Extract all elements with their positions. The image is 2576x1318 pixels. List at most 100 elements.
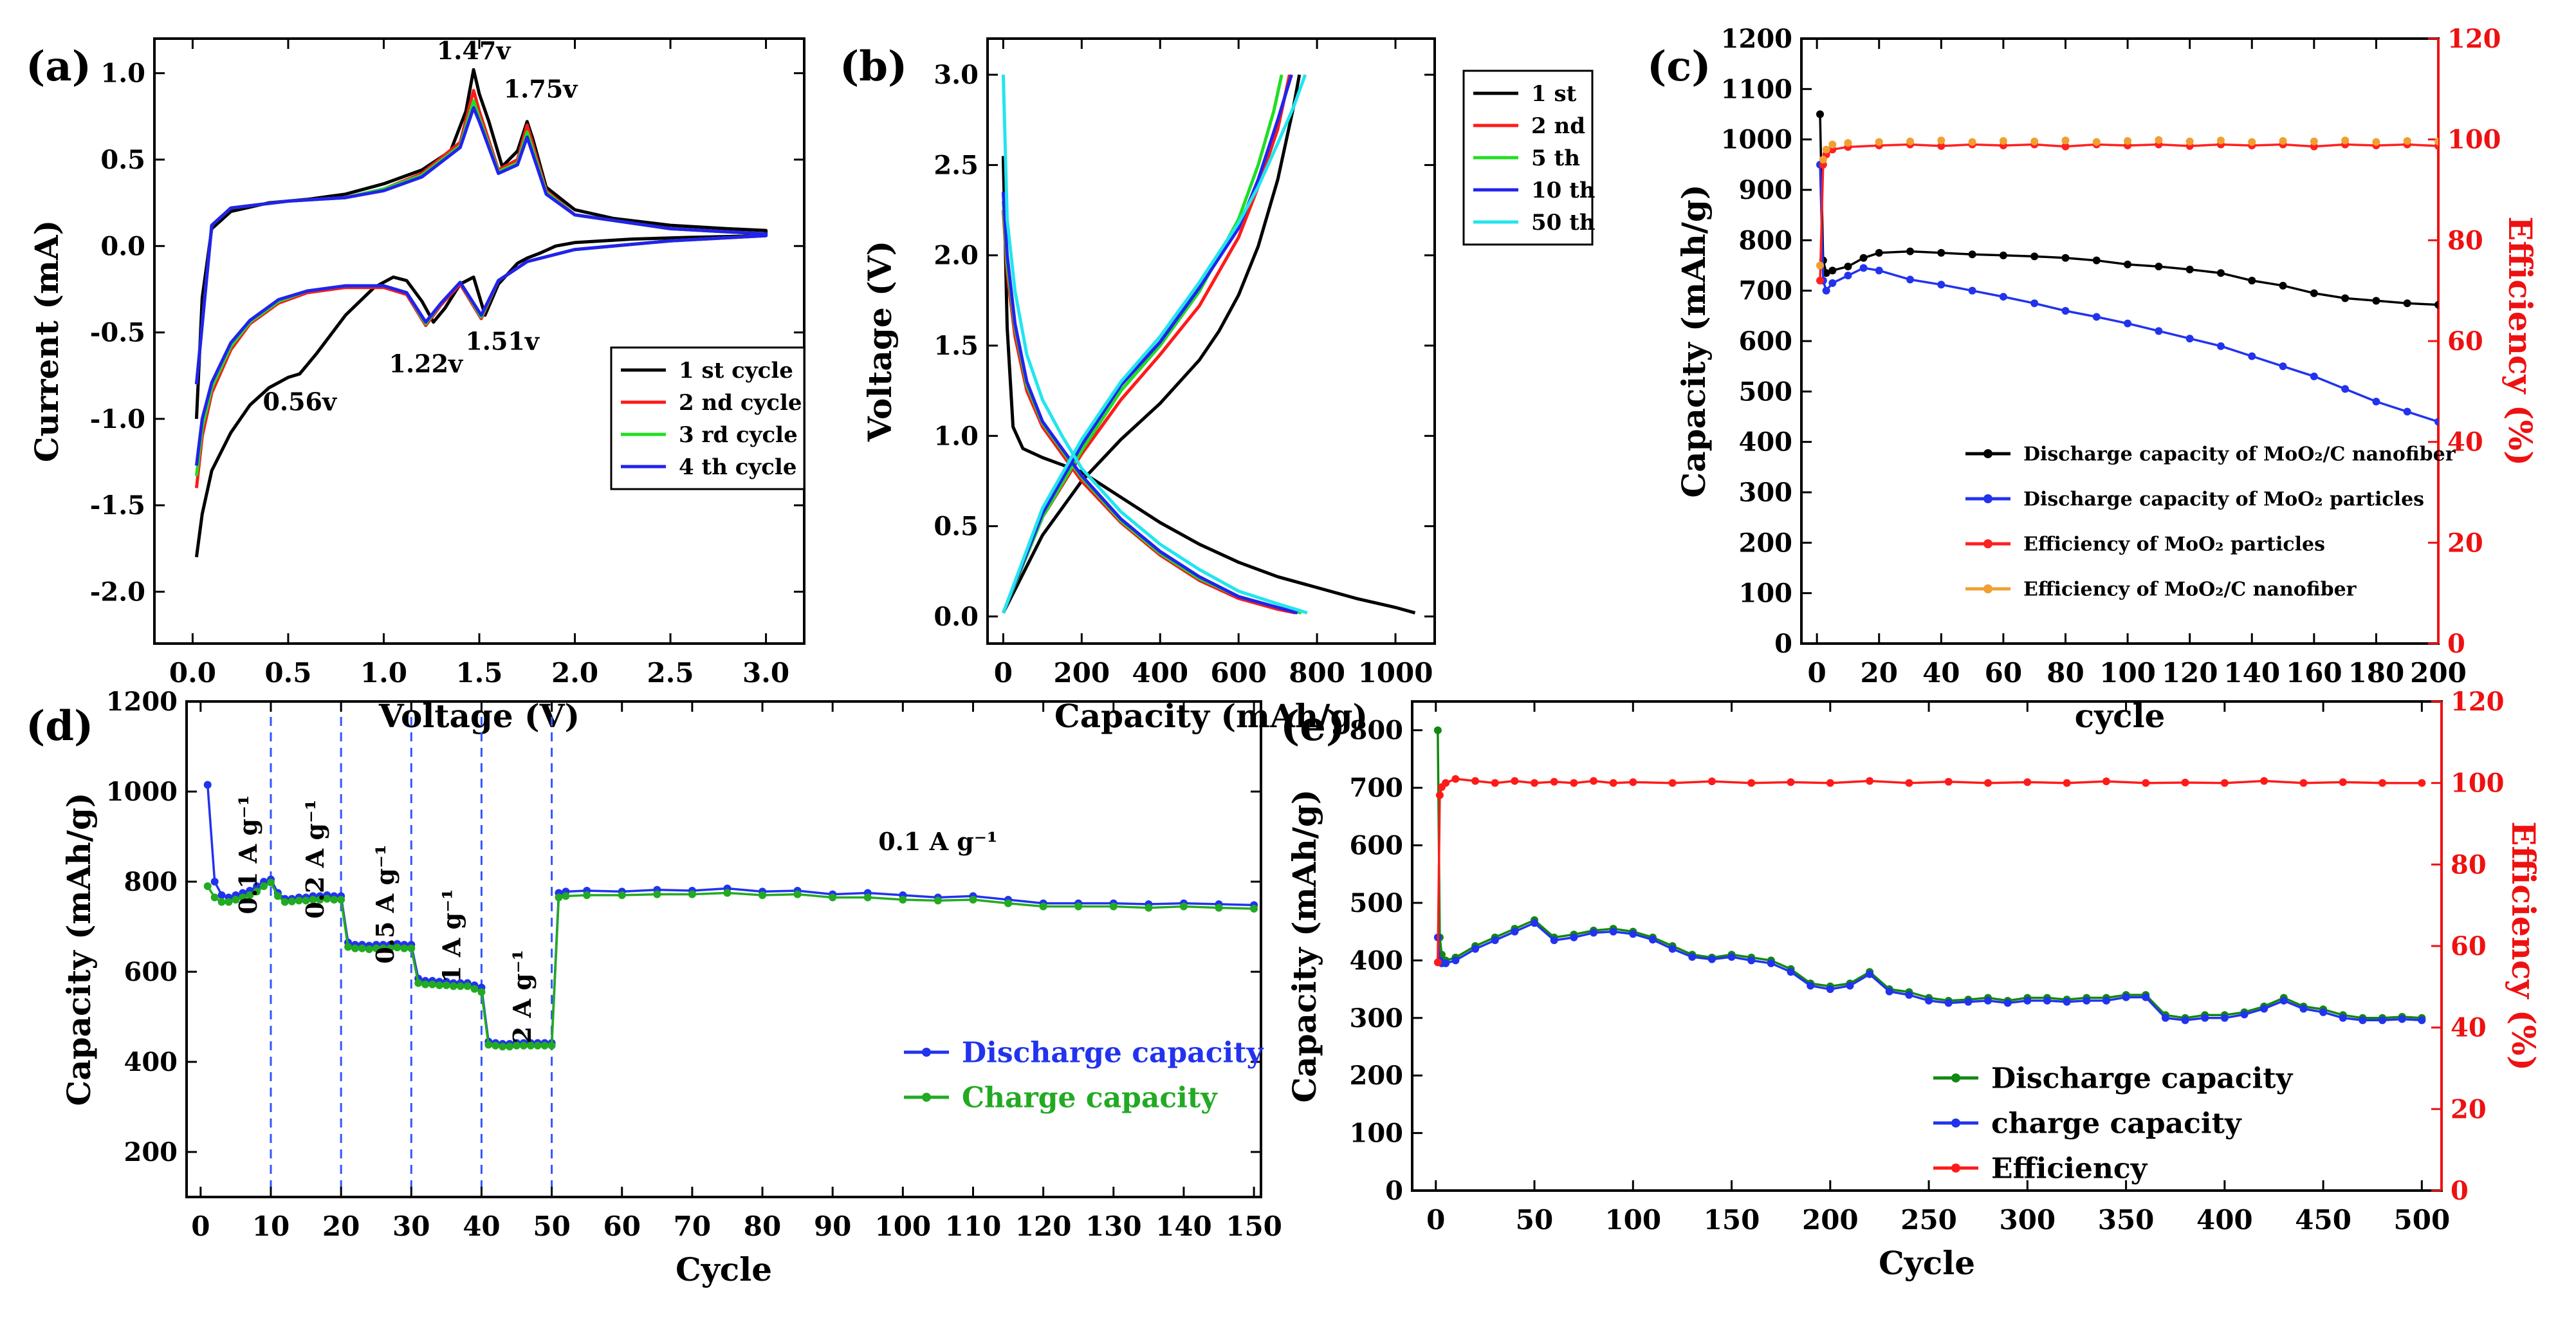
data-point <box>2279 996 2288 1005</box>
legend-marker <box>1951 1073 1960 1082</box>
x-tick-label: 0 <box>994 657 1013 689</box>
data-point <box>1937 248 1946 257</box>
data-point <box>2030 137 2039 145</box>
x-tick-label: 20 <box>322 1211 360 1242</box>
data-point <box>2023 996 2032 1005</box>
x-tick-label: 140 <box>1155 1211 1212 1242</box>
data-point <box>513 1041 521 1050</box>
data-point <box>266 878 275 887</box>
data-point <box>203 781 212 789</box>
data-point <box>323 895 331 903</box>
series-line-0 <box>1437 730 2422 1019</box>
data-point <box>330 896 338 904</box>
data-point <box>2063 998 2071 1006</box>
data-point <box>1688 952 1697 961</box>
y-axis-title: Voltage (V) <box>861 241 899 442</box>
data-point <box>2030 252 2039 261</box>
y-axis-title: Current (mA) <box>28 220 66 463</box>
legend-marker <box>1951 1118 1960 1128</box>
data-point <box>2378 1016 2387 1025</box>
series-line-2 <box>1819 143 2438 281</box>
y-tick-label: 2.5 <box>934 150 979 180</box>
data-point <box>1819 156 1827 163</box>
data-point <box>555 893 563 902</box>
y-tick-label: -2.0 <box>90 577 145 607</box>
y-axis-title: Capacity (mAh/g) <box>60 792 98 1106</box>
data-point <box>2299 779 2308 787</box>
data-point <box>435 981 443 989</box>
x-tick-label: 150 <box>1704 1204 1760 1236</box>
legend-label: Efficiency <box>1991 1152 2148 1185</box>
data-point <box>2124 319 2132 328</box>
data-point <box>2142 779 2150 787</box>
data-point <box>1984 996 1992 1005</box>
x-tick-label: 160 <box>2286 657 2342 689</box>
x-tick-label: 20 <box>1861 657 1898 689</box>
x-tick-label: 70 <box>674 1211 711 1242</box>
series-layer <box>194 68 768 558</box>
y2-tick-label: 60 <box>2451 931 2487 961</box>
data-point <box>2061 254 2070 262</box>
x-tick-label: 250 <box>1900 1204 1957 1236</box>
y2-tick-label: 120 <box>2451 687 2505 717</box>
data-point <box>1944 999 1953 1007</box>
x-tick-label: 180 <box>2348 657 2405 689</box>
x-tick-label: 90 <box>814 1211 851 1242</box>
panel-tag: (a) <box>26 42 91 91</box>
x-tick-label: 0.0 <box>169 657 216 689</box>
annotation-label: 0.5 A g⁻¹ <box>371 844 400 963</box>
data-point <box>533 1041 542 1050</box>
data-point <box>2185 335 2194 343</box>
data-point <box>2310 137 2318 145</box>
data-point <box>1491 936 1499 945</box>
series-line-3 <box>194 106 768 466</box>
series-line-0 <box>1001 74 1416 615</box>
data-point <box>1999 251 2007 259</box>
data-point <box>2341 294 2350 302</box>
x-axis-title: cycle <box>2075 697 2166 735</box>
data-point <box>2279 281 2287 290</box>
x-tick-label: 200 <box>2410 657 2467 689</box>
data-point <box>1846 981 1854 990</box>
data-point <box>203 882 212 890</box>
data-point <box>1822 145 1830 154</box>
x-tick-label: 300 <box>1999 1204 2056 1236</box>
data-point <box>2124 260 2132 268</box>
data-point <box>2161 1014 2169 1022</box>
x-tick-label: 350 <box>2098 1204 2155 1236</box>
x-tick-label: 0 <box>1426 1204 1445 1236</box>
data-point <box>1451 775 1460 783</box>
data-point <box>562 892 570 900</box>
data-point <box>246 891 254 899</box>
annotation-label: 0.2 A g⁻¹ <box>300 799 329 918</box>
y-tick-label: 3.0 <box>934 60 979 90</box>
y2-axis-title: Efficiency (%) <box>2501 216 2539 465</box>
data-point <box>1250 905 1258 913</box>
x-tick-label: 60 <box>603 1211 641 1242</box>
data-point <box>1550 777 1558 786</box>
data-point <box>2372 398 2380 405</box>
data-point <box>1906 275 1915 284</box>
x-tick-label: 40 <box>463 1211 500 1242</box>
x-tick-label: 10 <box>252 1211 290 1242</box>
data-point <box>1866 970 1874 978</box>
series-line-3 <box>1001 74 1298 615</box>
x-tick-label: 400 <box>2196 1204 2253 1236</box>
data-point <box>1937 142 1946 150</box>
data-point <box>2061 307 2070 315</box>
data-point <box>2279 362 2287 371</box>
data-point <box>1925 996 1933 1005</box>
data-point <box>1433 726 1442 734</box>
data-point <box>2299 1005 2308 1013</box>
legend-label: Efficiency of MoO₂/C nanofiber <box>2023 579 2357 601</box>
data-point <box>934 896 942 905</box>
data-point <box>2185 265 2194 274</box>
data-point <box>1747 779 1756 787</box>
data-point <box>253 887 261 896</box>
data-point <box>1826 779 1834 787</box>
data-point <box>337 896 345 904</box>
data-point <box>1511 777 1519 785</box>
data-point <box>2319 1008 2328 1016</box>
plot-frame <box>1411 700 2443 1192</box>
